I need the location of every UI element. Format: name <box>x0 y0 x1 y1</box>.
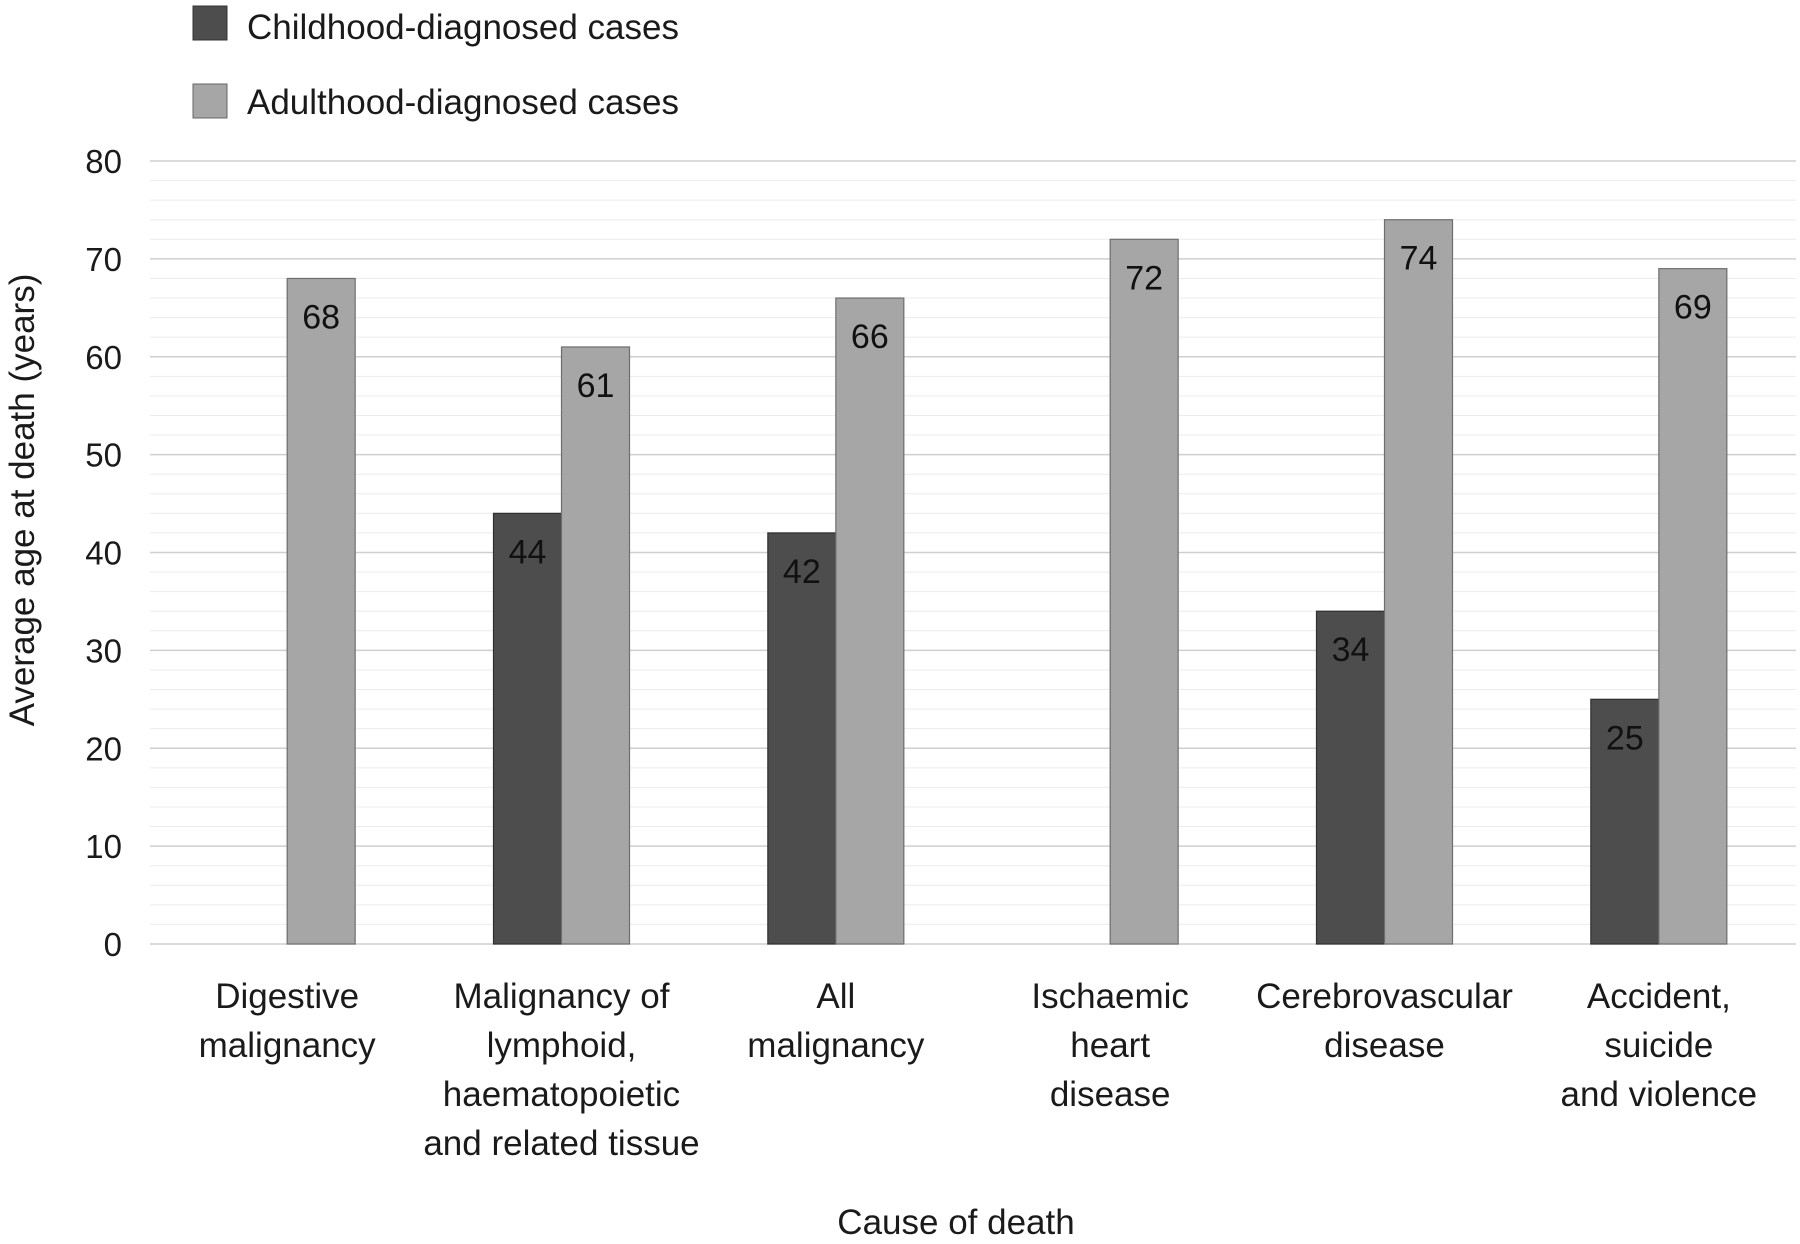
bars: 44 42 34 25 68 61 66 72 74 69 <box>286 219 1728 945</box>
y-tick-label: 20 <box>85 730 122 767</box>
y-axis-title: Average age at death (years) <box>3 274 42 727</box>
x-category-label: All malignancy <box>747 977 925 1065</box>
gridlines <box>150 160 1796 945</box>
bar-childhood <box>1590 698 1660 945</box>
x-category-label: Accident, suicide and violence <box>1561 977 1758 1114</box>
y-tick-label: 70 <box>85 241 122 278</box>
legend: Childhood-diagnosed cases Adulthood-diag… <box>192 5 679 122</box>
bar-adulthood <box>1109 238 1179 945</box>
y-tick-label: 0 <box>104 926 122 963</box>
data-label: 61 <box>577 367 615 405</box>
y-tick-label: 40 <box>85 535 122 572</box>
legend-swatch-childhood <box>192 5 228 41</box>
x-category-label: Ischaemic heart disease <box>1031 977 1189 1114</box>
y-tick-label: 80 <box>85 143 122 180</box>
y-tick-label: 10 <box>85 828 122 865</box>
y-axis-ticks: 0 10 20 30 40 50 60 70 80 <box>85 143 122 963</box>
legend-swatch-adulthood <box>192 83 228 119</box>
bar-childhood <box>492 512 563 945</box>
data-label: 68 <box>302 298 340 336</box>
bar-adulthood <box>1383 219 1454 945</box>
data-label: 34 <box>1332 631 1370 669</box>
data-label: 42 <box>783 553 821 591</box>
x-category-label: Cerebrovascular disease <box>1256 977 1513 1065</box>
x-axis-category-labels: Digestive malignancy Malignancy of lymphoid… <box>199 977 1757 1163</box>
bar-adulthood <box>286 277 356 945</box>
data-label: 66 <box>851 318 889 356</box>
y-tick-label: 50 <box>85 437 122 474</box>
data-label: 74 <box>1400 240 1438 278</box>
x-category-label: Digestive malignancy <box>199 977 377 1065</box>
legend-label-childhood: Childhood-diagnosed cases <box>247 8 679 47</box>
legend-label-adulthood: Adulthood-diagnosed cases <box>247 83 679 122</box>
bar-adulthood <box>1658 268 1728 945</box>
data-label: 44 <box>509 533 547 571</box>
data-label: 25 <box>1606 719 1644 757</box>
data-label: 72 <box>1125 259 1163 297</box>
bar-adulthood <box>560 346 631 945</box>
y-tick-label: 60 <box>85 339 122 376</box>
y-tick-label: 30 <box>85 632 122 669</box>
x-axis-title: Cause of death <box>837 1203 1074 1242</box>
data-label: 69 <box>1674 289 1712 327</box>
bar-childhood <box>767 532 837 945</box>
x-category-label: Malignancy of lymphoid, haematopoietic and … <box>423 977 699 1163</box>
bar-childhood <box>1315 610 1386 945</box>
bar-adulthood <box>835 297 905 945</box>
